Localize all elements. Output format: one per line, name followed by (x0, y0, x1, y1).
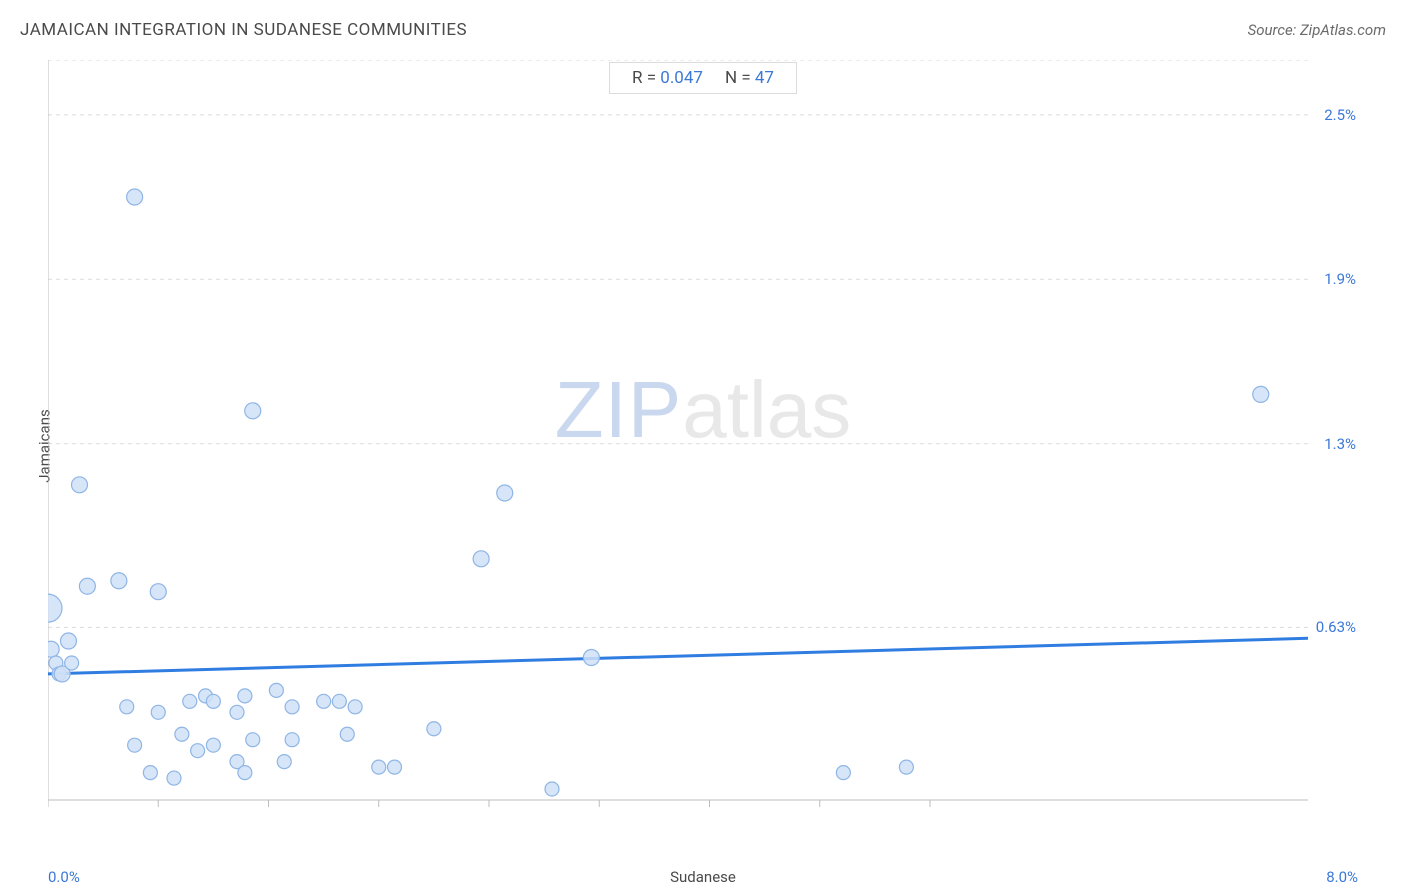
y-tick-label: 1.3% (1324, 435, 1356, 453)
y-tick-label: 2.5% (1324, 106, 1356, 124)
r-stat: R = 0.047 (632, 68, 703, 88)
y-tick-label: 0.63% (1316, 618, 1356, 636)
x-max-label: 8.0% (1326, 868, 1358, 886)
n-label: N = (725, 68, 755, 88)
n-stat: N = 47 (725, 68, 774, 88)
x-min-label: 0.0% (48, 868, 80, 886)
scatter-plot (48, 60, 1358, 830)
chart-title: JAMAICAN INTEGRATION IN SUDANESE COMMUNI… (20, 20, 467, 40)
x-axis-label: Sudanese (670, 868, 736, 886)
y-tick-label: 1.9% (1324, 270, 1356, 288)
stats-box: R = 0.047 N = 47 (609, 62, 797, 94)
source-attribution: Source: ZipAtlas.com (1248, 21, 1386, 39)
r-label: R = (632, 68, 660, 88)
chart-area (48, 60, 1358, 830)
n-value: 47 (755, 68, 774, 88)
r-value: 0.047 (660, 68, 703, 88)
